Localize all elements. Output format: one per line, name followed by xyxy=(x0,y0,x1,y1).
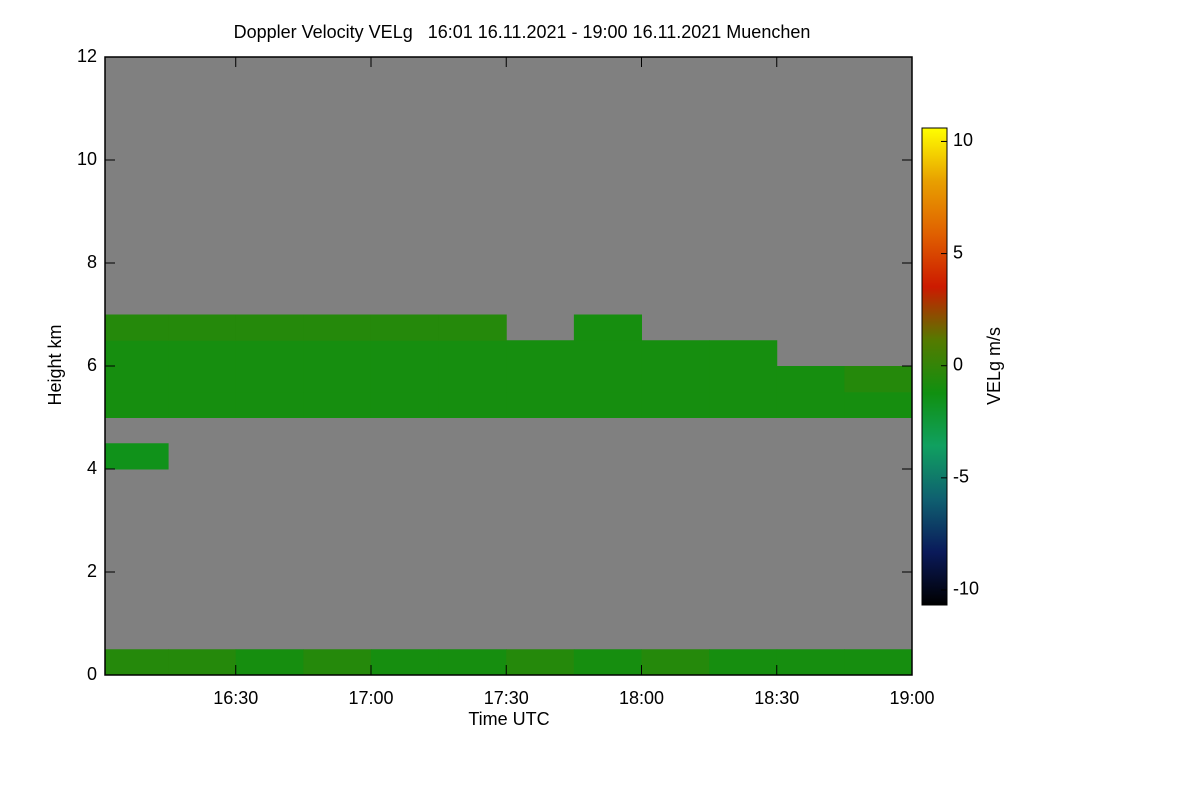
heatmap-cell xyxy=(573,340,642,367)
y-tick-label: 4 xyxy=(87,458,97,478)
heatmap-cell xyxy=(105,649,169,676)
heatmap-cell xyxy=(709,391,778,418)
colorbar-tick-label: 0 xyxy=(953,354,963,374)
y-tick-label: 2 xyxy=(87,561,97,581)
x-tick-label: 18:00 xyxy=(619,688,664,708)
y-tick-label: 6 xyxy=(87,355,97,375)
heatmap-cell xyxy=(303,649,372,676)
heatmap-cell xyxy=(709,649,778,676)
heatmap-cell xyxy=(370,314,440,341)
heatmap-cell xyxy=(105,443,169,470)
heatmap-cell xyxy=(235,314,304,341)
heatmap-cell xyxy=(303,391,372,418)
heatmap-cell xyxy=(709,366,778,393)
heatmap-cell xyxy=(641,366,710,393)
heatmap-cell xyxy=(370,391,440,418)
heatmap-cell xyxy=(506,366,575,393)
x-tick-label: 17:00 xyxy=(348,688,393,708)
heatmap-cell xyxy=(573,314,642,341)
y-tick-label: 12 xyxy=(77,46,97,66)
heatmap-cell xyxy=(105,314,169,341)
heatmap-cell xyxy=(235,391,304,418)
heatmap-cell xyxy=(370,366,440,393)
heatmap-cell xyxy=(438,340,507,367)
y-axis-label: Height km xyxy=(45,324,65,405)
heatmap-cell xyxy=(506,340,575,367)
heatmap-cell xyxy=(235,340,304,367)
colorbar-label: VELg m/s xyxy=(984,327,1004,405)
heatmap-cell xyxy=(168,366,237,393)
colorbar-tick-label: 5 xyxy=(953,242,963,262)
heatmap-cell xyxy=(105,391,169,418)
heatmap-cell xyxy=(776,649,845,676)
heatmap-cell xyxy=(303,340,372,367)
heatmap-cell xyxy=(506,649,575,676)
heatmap-cell xyxy=(709,340,778,367)
heatmap-cell xyxy=(303,314,372,341)
heatmap-cell xyxy=(641,649,710,676)
heatmap-cell xyxy=(168,391,237,418)
colorbar xyxy=(921,127,948,606)
heatmap-cell xyxy=(438,649,507,676)
x-tick-label: 16:30 xyxy=(213,688,258,708)
heatmap-cell xyxy=(235,649,304,676)
x-tick-label: 17:30 xyxy=(484,688,529,708)
x-tick-label: 19:00 xyxy=(889,688,934,708)
heatmap-cell xyxy=(168,649,237,676)
heatmap-cell xyxy=(105,366,169,393)
heatmap-cell xyxy=(844,366,913,393)
x-axis-label: Time UTC xyxy=(468,709,549,729)
heatmap-cell xyxy=(844,391,913,418)
x-tick-label: 18:30 xyxy=(754,688,799,708)
heatmap-cell xyxy=(506,391,575,418)
y-tick-label: 10 xyxy=(77,149,97,169)
heatmap-cell xyxy=(844,649,913,676)
heatmap-cell xyxy=(776,391,845,418)
heatmap-cell xyxy=(370,340,440,367)
heatmap-cell xyxy=(641,340,710,367)
chart-title: Doppler Velocity VELg 16:01 16.11.2021 -… xyxy=(234,22,811,42)
colorbar-tick-label: 10 xyxy=(953,130,973,150)
heatmap-cell xyxy=(370,649,440,676)
heatmap-cell xyxy=(303,366,372,393)
heatmap-cell xyxy=(573,391,642,418)
heatmap-cell xyxy=(235,366,304,393)
heatmap-cell xyxy=(168,314,237,341)
heatmap-cell xyxy=(438,391,507,418)
y-tick-label: 0 xyxy=(87,664,97,684)
heatmap-cell xyxy=(573,649,642,676)
colorbar-tick-label: -10 xyxy=(953,579,979,599)
heatmap-cell xyxy=(573,366,642,393)
heatmap-cell xyxy=(168,340,237,367)
heatmap-cell xyxy=(105,340,169,367)
heatmap-cell xyxy=(641,391,710,418)
y-tick-label: 8 xyxy=(87,252,97,272)
colorbar-tick-label: -5 xyxy=(953,467,969,487)
heatmap-cell xyxy=(438,314,507,341)
heatmap-cell xyxy=(438,366,507,393)
heatmap-cell xyxy=(776,366,845,393)
